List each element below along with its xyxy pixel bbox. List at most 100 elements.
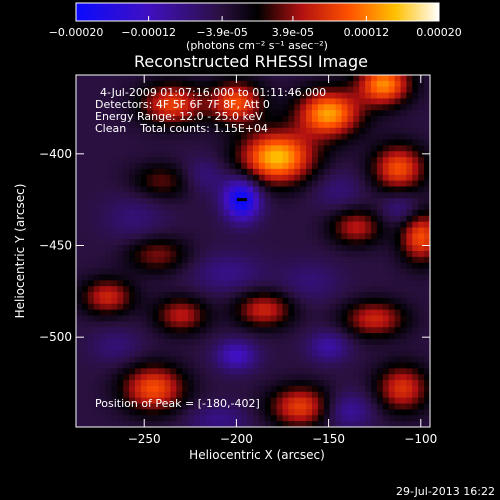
heatmap-cell	[382, 127, 390, 135]
y-tick-label: −500	[39, 330, 72, 344]
heatmap-cell	[394, 75, 401, 82]
heatmap-cell	[424, 221, 431, 229]
heatmap-cell	[182, 133, 189, 141]
heatmap-cell	[376, 280, 384, 287]
heatmap-cell	[376, 121, 384, 129]
heatmap-cell	[241, 121, 248, 129]
heatmap-cell	[400, 292, 407, 299]
heatmap-cell	[300, 221, 307, 229]
heatmap-cell	[241, 274, 248, 281]
heatmap-cell	[258, 174, 266, 182]
heatmap-cell	[400, 168, 407, 176]
heatmap-cell	[81, 286, 89, 293]
heatmap-cell	[217, 303, 224, 311]
heatmap-cell	[129, 303, 136, 311]
heatmap-cell	[176, 86, 183, 94]
heatmap-cell	[317, 86, 325, 94]
heatmap-cell	[335, 368, 342, 375]
heatmap-cell	[312, 344, 319, 352]
heatmap-cell	[418, 145, 425, 152]
heatmap-cell	[158, 139, 165, 146]
heatmap-cell	[164, 415, 171, 422]
heatmap-cell	[176, 98, 183, 105]
heatmap-cell	[253, 356, 260, 363]
heatmap-cell	[235, 233, 242, 240]
heatmap-cell	[211, 80, 219, 88]
heatmap-cell	[365, 215, 372, 223]
heatmap-cell	[135, 245, 142, 252]
heatmap-cell	[235, 139, 242, 146]
heatmap-cell	[270, 415, 278, 422]
heatmap-cell	[93, 75, 101, 82]
heatmap-cell	[235, 180, 242, 187]
heatmap-cell	[329, 297, 337, 305]
heatmap-cell	[135, 397, 142, 405]
heatmap-cell	[282, 280, 289, 287]
heatmap-cell	[87, 315, 95, 322]
heatmap-cell	[335, 121, 342, 129]
heatmap-cell	[158, 403, 165, 410]
heatmap-cell	[93, 116, 101, 123]
heatmap-cell	[282, 339, 289, 346]
heatmap-cell	[194, 204, 201, 211]
heatmap-cell	[117, 204, 124, 211]
heatmap-cell	[182, 280, 189, 287]
heatmap-cell	[365, 374, 372, 381]
heatmap-cell	[294, 274, 301, 281]
heatmap-cell	[270, 163, 278, 170]
heatmap-cell	[359, 227, 366, 234]
heatmap-cell	[99, 280, 106, 287]
heatmap-cell	[306, 192, 313, 199]
heatmap-cell	[394, 116, 401, 123]
heatmap-cell	[306, 415, 313, 422]
heatmap-cell	[140, 303, 148, 311]
heatmap-cell	[194, 215, 201, 223]
heatmap-cell	[306, 268, 313, 275]
heatmap-cell	[400, 362, 407, 369]
heatmap-cell	[276, 110, 283, 117]
heatmap-cell	[135, 333, 142, 340]
heatmap-cell	[158, 75, 165, 82]
heatmap-cell	[353, 403, 360, 410]
heatmap-cell	[371, 391, 378, 399]
heatmap-cell	[424, 98, 431, 105]
heatmap-cell	[323, 145, 331, 152]
heatmap-cell	[140, 333, 148, 340]
heatmap-cell	[176, 251, 183, 258]
heatmap-cell	[229, 421, 236, 428]
heatmap-cell	[347, 86, 354, 94]
heatmap-cell	[317, 409, 325, 416]
heatmap-cell	[341, 409, 348, 416]
heatmap-cell	[247, 180, 254, 187]
heatmap-cell	[164, 121, 171, 129]
heatmap-cell	[359, 215, 366, 223]
heatmap-cell	[117, 362, 124, 369]
heatmap-cell	[158, 391, 165, 399]
heatmap-cell	[312, 227, 319, 234]
heatmap-cell	[140, 385, 148, 393]
heatmap-cell	[276, 157, 283, 164]
heatmap-cell	[276, 239, 283, 246]
heatmap-cell	[205, 133, 213, 141]
heatmap-cell	[99, 204, 106, 211]
heatmap-cell	[223, 385, 230, 393]
heatmap-cell	[258, 344, 266, 352]
heatmap-cell	[247, 262, 254, 270]
heatmap-cell	[371, 174, 378, 182]
heatmap-cell	[176, 421, 183, 428]
heatmap-cell	[400, 421, 407, 428]
heatmap-cell	[418, 292, 425, 299]
heatmap-cell	[176, 233, 183, 240]
heatmap-cell	[406, 297, 413, 305]
heatmap-cell	[176, 380, 183, 387]
heatmap-cell	[388, 309, 396, 317]
heatmap-cell	[306, 344, 313, 352]
heatmap-cell	[282, 268, 289, 275]
heatmap-cell	[323, 297, 331, 305]
heatmap-cell	[140, 145, 148, 152]
heatmap-cell	[211, 98, 219, 105]
heatmap-cell	[182, 327, 189, 334]
heatmap-cell	[217, 221, 224, 229]
heatmap-cell	[282, 221, 289, 229]
heatmap-cell	[412, 168, 419, 176]
